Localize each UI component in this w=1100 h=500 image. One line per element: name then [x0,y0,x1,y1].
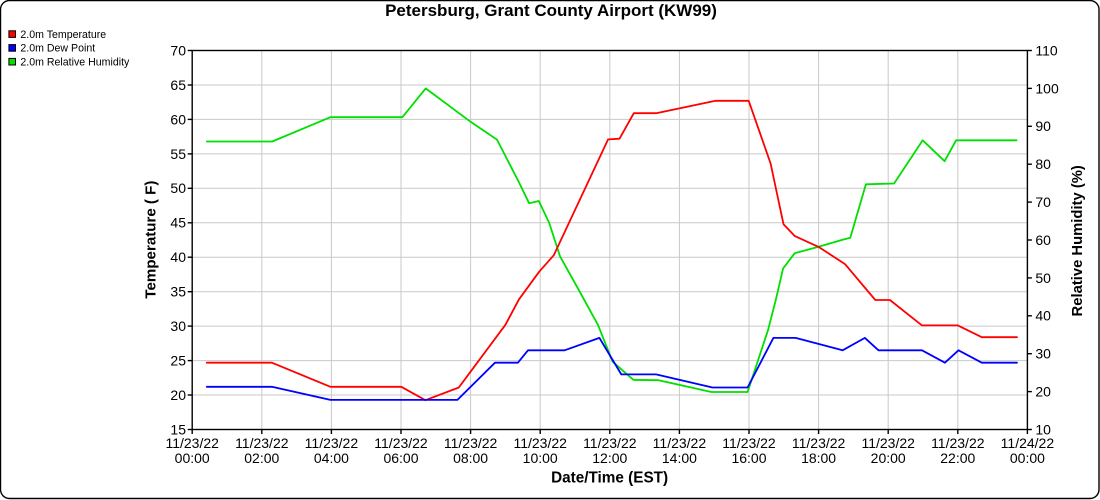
svg-text:25: 25 [170,353,186,369]
svg-text:65: 65 [170,77,186,93]
svg-text:15: 15 [170,421,186,437]
svg-text:60: 60 [1035,232,1051,248]
svg-text:70: 70 [170,42,186,58]
svg-text:11/23/22: 11/23/22 [931,435,985,451]
svg-text:18:00: 18:00 [801,450,836,466]
svg-text:Relative Humidity (%): Relative Humidity (%) [1070,165,1086,316]
svg-text:04:00: 04:00 [314,450,349,466]
svg-text:20: 20 [1035,384,1051,400]
svg-text:Date/Time (EST): Date/Time (EST) [551,469,668,486]
svg-text:11/23/22: 11/23/22 [165,435,219,451]
svg-text:11/23/22: 11/23/22 [861,435,915,451]
svg-text:10: 10 [1035,421,1051,437]
svg-text:11/23/22: 11/23/22 [653,435,707,451]
svg-text:16:00: 16:00 [731,450,766,466]
svg-text:22:00: 22:00 [940,450,975,466]
svg-text:70: 70 [1035,194,1051,210]
svg-text:90: 90 [1035,118,1051,134]
svg-text:06:00: 06:00 [383,450,418,466]
svg-text:20: 20 [170,387,186,403]
svg-text:11/23/22: 11/23/22 [444,435,498,451]
svg-text:2.0m Temperature: 2.0m Temperature [20,29,106,41]
svg-text:30: 30 [1035,346,1051,362]
svg-text:11/23/22: 11/23/22 [722,435,776,451]
svg-text:11/23/22: 11/23/22 [513,435,567,451]
svg-text:11/23/22: 11/23/22 [583,435,637,451]
svg-text:40: 40 [170,249,186,265]
svg-text:02:00: 02:00 [244,450,279,466]
svg-text:30: 30 [170,318,186,334]
svg-text:11/23/22: 11/23/22 [305,435,359,451]
svg-text:50: 50 [170,180,186,196]
svg-text:14:00: 14:00 [662,450,697,466]
svg-text:Petersburg, Grant County Airpo: Petersburg, Grant County Airport (KW99) [385,1,717,20]
svg-text:2.0m Dew Point: 2.0m Dew Point [20,43,95,55]
svg-text:50: 50 [1035,270,1051,286]
svg-text:35: 35 [170,284,186,300]
svg-text:110: 110 [1035,42,1058,58]
svg-text:80: 80 [1035,156,1051,172]
svg-text:60: 60 [170,111,186,127]
svg-text:12:00: 12:00 [592,450,627,466]
svg-text:00:00: 00:00 [1010,450,1045,466]
svg-text:Temperature ( F): Temperature ( F) [142,181,159,299]
svg-text:45: 45 [170,215,186,231]
svg-text:11/24/22: 11/24/22 [1001,435,1055,451]
svg-text:00:00: 00:00 [175,450,210,466]
svg-text:40: 40 [1035,308,1051,324]
svg-text:08:00: 08:00 [453,450,488,466]
svg-text:11/23/22: 11/23/22 [235,435,289,451]
svg-text:55: 55 [170,146,186,162]
svg-text:10:00: 10:00 [523,450,558,466]
svg-text:100: 100 [1035,80,1059,96]
svg-text:11/23/22: 11/23/22 [792,435,846,451]
svg-text:11/23/22: 11/23/22 [374,435,428,451]
svg-text:20:00: 20:00 [871,450,906,466]
svg-text:2.0m Relative Humidity: 2.0m Relative Humidity [20,57,130,69]
